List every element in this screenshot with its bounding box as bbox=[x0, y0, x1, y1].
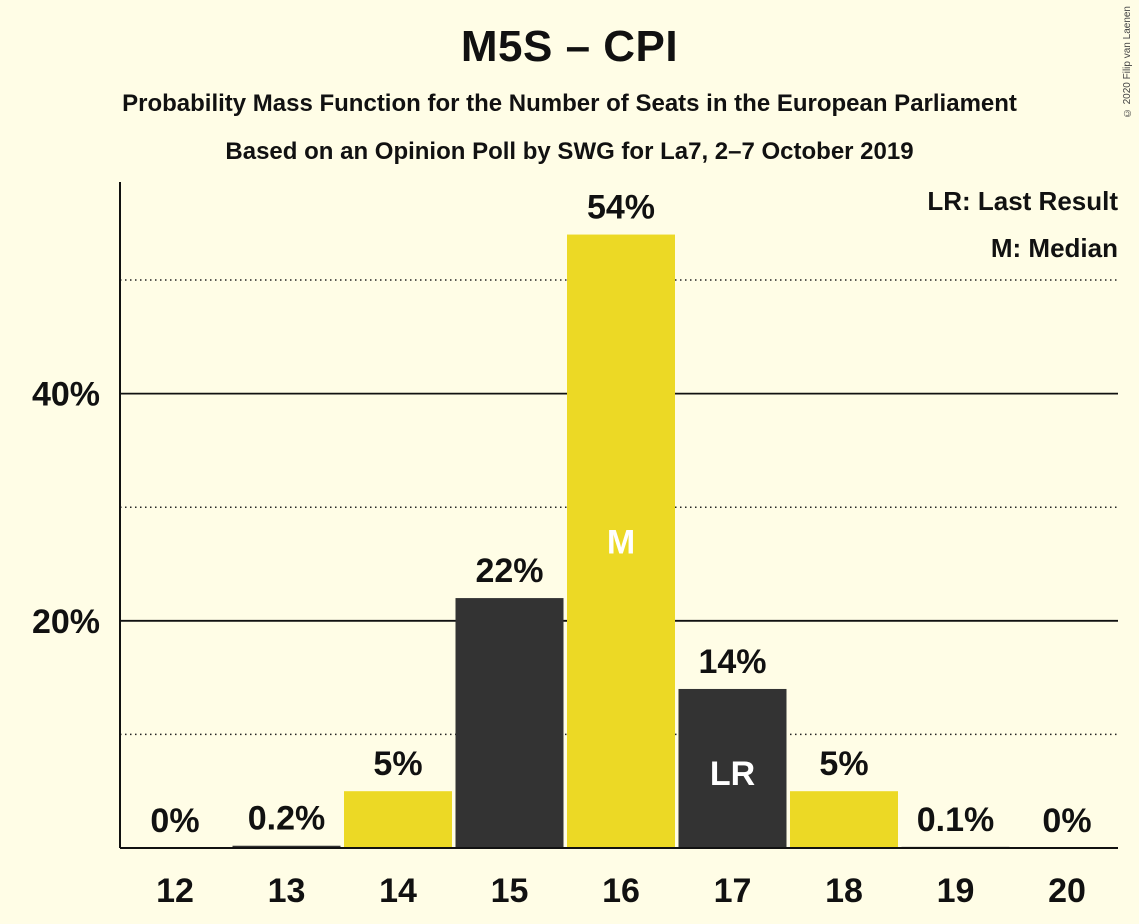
legend-median: M: Median bbox=[991, 233, 1118, 263]
bar bbox=[455, 598, 564, 848]
x-tick-label: 14 bbox=[379, 872, 417, 910]
bar-value-label: 14% bbox=[698, 643, 766, 681]
x-tick-label: 17 bbox=[714, 872, 752, 910]
bar bbox=[678, 688, 787, 848]
chart-title: M5S – CPI bbox=[460, 22, 679, 71]
x-tick-label: 12 bbox=[156, 872, 194, 910]
x-tick-label: 19 bbox=[937, 872, 975, 910]
bar-value-label: 22% bbox=[475, 552, 543, 590]
bar-value-label: 5% bbox=[373, 745, 422, 783]
bar bbox=[344, 791, 452, 848]
x-tick-label: 15 bbox=[491, 872, 529, 910]
bar bbox=[567, 234, 675, 848]
y-tick-label: 40% bbox=[32, 376, 100, 414]
legend-last-result: LR: Last Result bbox=[927, 186, 1118, 216]
bar-value-label: 0% bbox=[1042, 802, 1091, 840]
x-tick-label: 13 bbox=[268, 872, 306, 910]
x-tick-label: 18 bbox=[825, 872, 863, 910]
x-tick-label: 20 bbox=[1048, 872, 1086, 910]
bar-layer bbox=[232, 234, 1010, 848]
bar bbox=[232, 845, 341, 848]
chart-subtitle: Probability Mass Function for the Number… bbox=[122, 90, 1017, 117]
bar-value-label: 0.1% bbox=[917, 801, 995, 839]
label-layer: 0% 0.2% 5% 22% 54% 14% 5% 0.1% 0% M LR bbox=[150, 189, 1091, 840]
y-tick-label: 20% bbox=[32, 603, 100, 641]
axis-layer: 20% 40% 12 13 14 15 16 17 18 19 20 bbox=[32, 182, 1118, 910]
bar bbox=[790, 791, 898, 848]
last-result-marker: LR bbox=[710, 755, 755, 793]
median-marker: M bbox=[607, 523, 635, 561]
chart-source: Based on an Opinion Poll by SWG for La7,… bbox=[225, 138, 914, 165]
bar-value-label: 0% bbox=[150, 802, 199, 840]
bar-value-label: 54% bbox=[587, 189, 655, 227]
bar-value-label: 5% bbox=[819, 745, 868, 783]
bar-value-label: 0.2% bbox=[248, 800, 326, 838]
x-tick-label: 16 bbox=[602, 872, 640, 910]
